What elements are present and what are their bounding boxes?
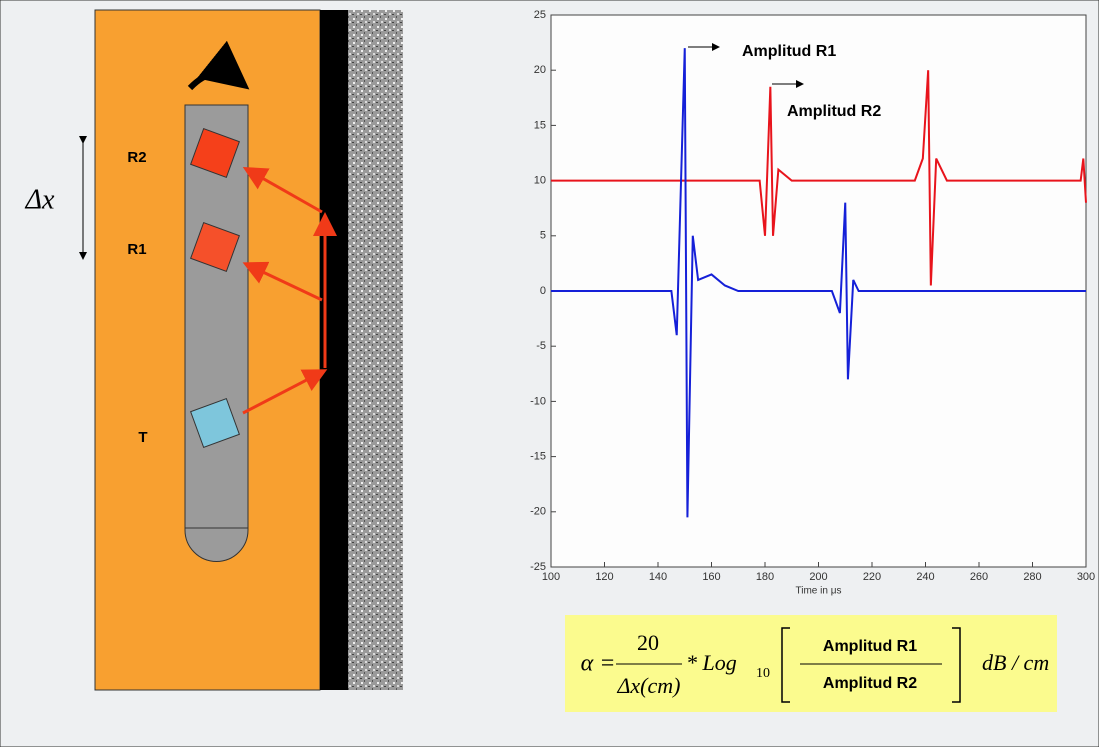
- y-tick-label: -20: [530, 506, 546, 518]
- formula-lhs: α =: [581, 651, 616, 677]
- x-tick-label: 100: [542, 571, 560, 583]
- page: R2 R1 T Δx -25-20-15-10-5051015202510012…: [0, 0, 1099, 747]
- formula-den: Δx(cm): [617, 673, 681, 698]
- formula-unit: dB / cm: [982, 650, 1049, 675]
- label-t: T: [138, 429, 147, 446]
- formula-num: 20: [637, 630, 659, 655]
- x-tick-label: 280: [1023, 571, 1041, 583]
- x-tick-label: 240: [916, 571, 934, 583]
- y-tick-label: -10: [530, 395, 546, 407]
- y-tick-label: 25: [534, 9, 546, 21]
- x-tick-label: 300: [1077, 571, 1095, 583]
- formula-op: * Log: [686, 650, 737, 675]
- formula-num2: Amplitud R1: [823, 638, 917, 655]
- x-tick-label: 220: [863, 571, 881, 583]
- x-tick-label: 200: [809, 571, 827, 583]
- y-tick-label: 5: [540, 230, 546, 242]
- y-tick-label: 0: [540, 285, 546, 297]
- annotation: Amplitud R2: [787, 103, 881, 120]
- y-tick-label: 20: [534, 64, 546, 76]
- formula-sub: 10: [756, 666, 770, 681]
- y-tick-label: 10: [534, 175, 546, 187]
- x-tick-label: 260: [970, 571, 988, 583]
- y-tick-label: -15: [530, 451, 546, 463]
- formula-den2: Amplitud R2: [823, 675, 917, 692]
- x-tick-label: 160: [702, 571, 720, 583]
- label-dx: Δx: [25, 184, 55, 215]
- x-tick-label: 120: [595, 571, 613, 583]
- x-tick-label: 180: [756, 571, 774, 583]
- label-r2: R2: [127, 149, 146, 166]
- label-r1: R1: [127, 241, 146, 258]
- x-tick-label: 140: [649, 571, 667, 583]
- annotation: Amplitud R1: [742, 43, 836, 60]
- y-tick-label: 15: [534, 119, 546, 131]
- rock: [348, 10, 403, 690]
- x-axis-label: Time in μs: [796, 586, 842, 597]
- y-tick-label: -5: [536, 340, 546, 352]
